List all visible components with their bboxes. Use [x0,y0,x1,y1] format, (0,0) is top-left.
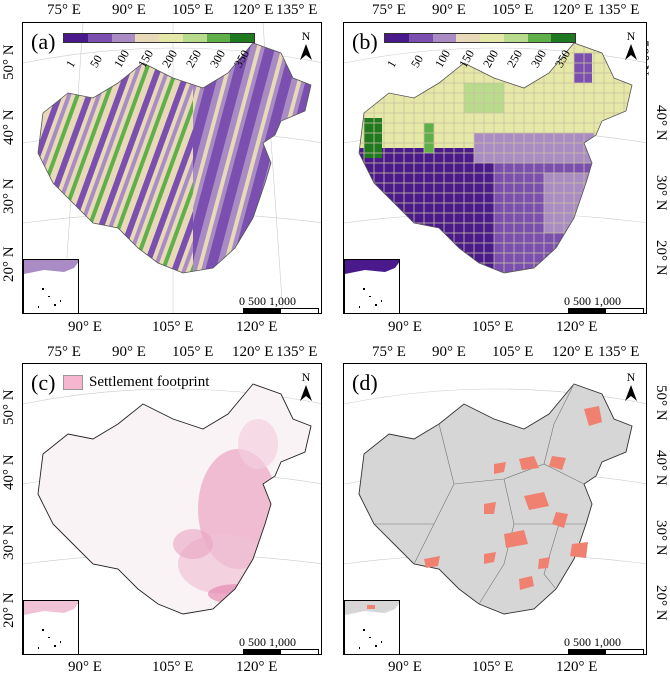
map-a [23,23,321,313]
lon-label-105-bottom: 105° E [472,319,514,335]
settlement-swatch [63,375,83,390]
scale-unit: km [646,305,647,314]
scale-unit: km [646,646,647,655]
panel-tag-b: (b) [352,29,378,54]
lon-label-90-bottom: 90° E [388,319,422,335]
north-arrow-icon-c: N [299,370,313,405]
lat-label-20: 20° N [1,592,17,628]
lon-label-90: 90° E [112,2,146,18]
lon-label-135: 135° E [276,344,318,360]
lat-label-40: 40° N [653,105,669,141]
north-arrow-icon-b: N [624,29,638,64]
lon-label-105: 105° E [172,344,214,360]
lat-label-50: 50° N [1,44,17,80]
map-b [344,42,646,274]
settlement-legend-label: Settlement footprint [89,374,210,390]
lon-label-135: 135° E [276,2,318,18]
lon-label-105: 105° E [172,2,214,18]
inset-south-china-sea-a [23,259,79,313]
map-c [23,383,321,615]
lon-label-135: 135° E [598,344,640,360]
lat-label-20: 20° N [1,246,17,282]
north-label: N [626,370,636,384]
lon-label-120-bottom: 120° E [236,319,278,335]
lat-label-30: 30° N [1,524,17,560]
inset-south-china-sea-b [344,259,400,313]
scale-labels: 0 500 1,000 [239,294,296,308]
lat-label-40: 40° N [1,454,17,490]
lat-label-30: 30° N [1,178,17,214]
lon-label-90-bottom: 90° E [68,319,102,335]
lon-label-75: 75° E [372,2,406,18]
lon-label-135: 135° E [598,2,640,18]
lon-label-75: 75° E [47,344,81,360]
lat-label-40: 40° N [1,109,17,145]
inset-south-china-sea-c [23,600,79,654]
map-d [344,383,646,615]
colorbar-a [63,33,255,43]
map-frame-b: (b) 1 50 100 150 200 250 300 350 N 0 500… [343,22,647,314]
panel-tag-d: (d) [352,370,378,395]
lon-label-120-bottom: 120° E [556,319,598,335]
lat-label-20: 20° N [653,240,669,276]
lon-label-105-bottom: 105° E [152,319,194,335]
scale-labels: 0 500 1,000 [564,294,621,308]
lon-label-90: 90° E [112,344,146,360]
lon-label-105-bottom: 105° E [472,659,514,675]
lon-label-75: 75° E [372,344,406,360]
lon-label-105-bottom: 105° E [152,659,194,675]
lon-label-90-bottom: 90° E [68,659,102,675]
inset-south-china-sea-d [344,600,400,654]
panel-tag-c: (c) [31,370,56,395]
lon-label-120: 120° E [552,344,594,360]
lon-label-90: 90° E [432,344,466,360]
lat-label-50: 50° N [653,385,669,421]
scale-unit: km [321,646,322,655]
north-arrow-icon-a: N [299,29,313,64]
lon-label-75: 75° E [47,2,81,18]
lon-label-105: 105° E [492,344,534,360]
map-frame-d: (d) N 0 500 1,000 km [343,363,647,655]
lat-label-50: 50° N [1,389,17,425]
lat-label-20: 20° N [653,585,669,621]
north-label: N [301,29,311,43]
map-frame-a: (a) 1 50 100 150 200 250 300 350 N 0 500… [22,22,322,314]
lon-label-90-bottom: 90° E [388,659,422,675]
lon-label-90: 90° E [432,2,466,18]
scale-unit: km [321,305,322,314]
settlement-legend: Settlement footprint [63,374,209,391]
lon-label-120-bottom: 120° E [236,659,278,675]
colorbar-b [384,33,576,43]
lon-label-120-bottom: 120° E [556,659,598,675]
scale-labels: 0 500 1,000 [564,635,621,649]
north-label: N [301,370,311,384]
lon-label-105: 105° E [492,2,534,18]
lat-label-40: 40° N [653,450,669,486]
panel-tag-a: (a) [31,29,56,54]
lon-label-120: 120° E [232,344,274,360]
north-arrow-icon-d: N [624,370,638,405]
lat-label-30: 30° N [653,520,669,556]
north-label: N [626,29,636,43]
lat-label-30: 30° N [653,175,669,211]
map-frame-c: (c) Settlement footprint N 0 500 1,000 k… [22,363,322,655]
scale-labels: 0 500 1,000 [239,635,296,649]
lon-label-120: 120° E [232,2,274,18]
lon-label-120: 120° E [552,2,594,18]
